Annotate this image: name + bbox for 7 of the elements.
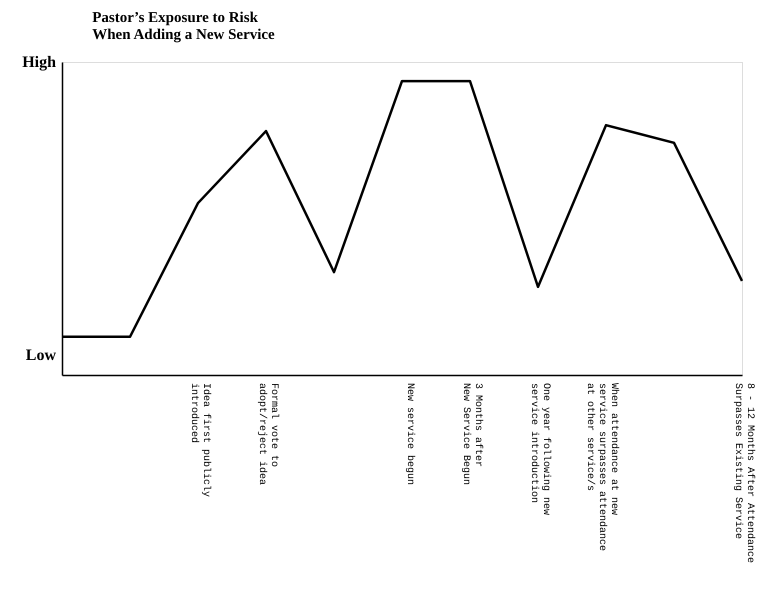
x-tick-label: One year following new service introduction — [528, 383, 552, 516]
text: Low — [26, 347, 56, 364]
x-tick-label: 3 Months after New Service Begun — [460, 383, 484, 486]
x-tick-label: Idea first publicly introduced — [188, 383, 212, 498]
chart-title: Pastor’s Exposure to Risk When Adding a New Service — [92, 10, 276, 43]
text: High — [22, 54, 56, 71]
x-tick-label: New service begun — [404, 383, 416, 486]
